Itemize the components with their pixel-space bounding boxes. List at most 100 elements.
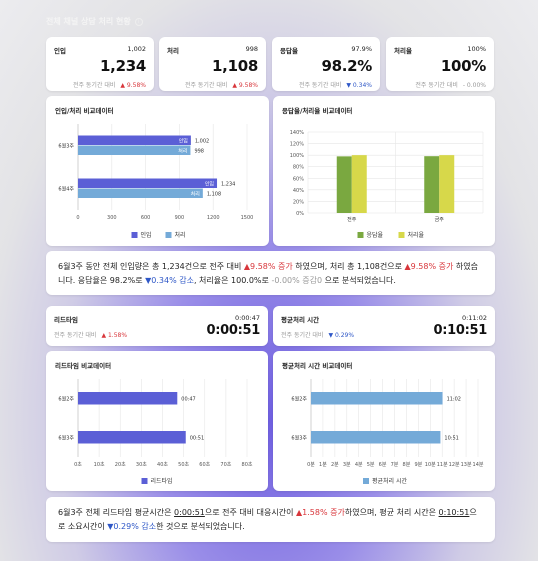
y-tick-label: 80% — [293, 165, 304, 171]
x-tick-label: 4분 — [355, 462, 363, 468]
y-category-label: 6월4주 — [58, 186, 74, 193]
x-category-label: 전주 — [347, 216, 357, 223]
x-tick-label: 14분 — [473, 462, 484, 468]
bar-data-label: 1,002 — [195, 139, 209, 145]
x-tick-label: 12분 — [449, 462, 460, 468]
x-tick-label: 900 — [175, 215, 185, 221]
legend-label: 처리율 — [408, 231, 425, 239]
x-tick-label: 9분 — [414, 462, 422, 468]
summary-text-1: 6월3주 동안 전체 인입량은 총 1,234건으로 전주 대비 ▲9.58% … — [46, 251, 495, 295]
bar — [439, 155, 455, 213]
change-badge: ▼ 0.29% — [328, 332, 355, 339]
legend-swatch — [131, 232, 138, 238]
legend-label: 리드타임 — [151, 477, 173, 485]
x-category-label: 금주 — [435, 217, 445, 223]
x-tick-label: 0분 — [307, 462, 315, 468]
y-category-label: 6월2주 — [58, 396, 74, 403]
x-tick-label: 1200 — [207, 215, 220, 221]
y-category-label: 6월2주 — [291, 396, 307, 403]
y-tick-label: 40% — [293, 188, 304, 194]
x-tick-label: 10분 — [425, 462, 436, 468]
bar-data-label: 00:51 — [190, 436, 204, 442]
change-badge: ▼ 0.34% — [346, 82, 372, 89]
x-tick-label: 70초 — [220, 462, 231, 468]
x-tick-label: 300 — [107, 215, 117, 221]
bar-data-label: 00:47 — [181, 397, 195, 403]
bar-data-label: 11:02 — [447, 397, 461, 403]
y-tick-label: 0% — [296, 211, 304, 217]
change-badge: - 0.00% — [462, 82, 486, 89]
info-icon[interactable]: i — [134, 17, 143, 26]
x-tick-label: 5분 — [367, 462, 375, 468]
x-tick-label: 2분 — [331, 462, 339, 468]
x-tick-label: 30초 — [136, 462, 147, 468]
x-tick-label: 0 — [76, 215, 79, 221]
bar — [311, 431, 441, 444]
kpi-card-avg-process-time: 평균처리 시간 0:11:02 0:10:51 전주 동기간 대비 ▼ 0.29% — [273, 306, 495, 346]
kpi-card-processed: 처리 998 1,108 전주 동기간 대비 ▲ 9.58% — [159, 37, 266, 91]
bar — [78, 188, 203, 198]
x-tick-label: 3분 — [343, 462, 351, 468]
y-category-label: 6월3주 — [58, 435, 74, 442]
x-tick-label: 1500 — [241, 215, 254, 221]
x-tick-label: 20초 — [115, 462, 126, 468]
y-tick-label: 140% — [290, 130, 305, 136]
bar — [336, 156, 352, 213]
chart-card-avg-process-time: 평균처리 시간 비교데이터 0분 1분 2분 3분 4분 5분 6분 7분 8분 9분 10분 11분… — [273, 351, 495, 491]
bar — [351, 155, 367, 213]
chart-card-rates: 응답율/처리율 비교데이터 0% 20% 40% 60% 80% 100% 120% 140%… — [273, 96, 495, 246]
x-tick-label: 50초 — [178, 462, 189, 468]
kpi-card-process-rate: 처리율 100% 100% 전주 동기간 대비 - 0.00% — [386, 37, 494, 91]
legend-label: 처리 — [175, 231, 186, 239]
bar — [78, 392, 178, 405]
chart-card-inbound-processed: 인입/처리 비교데이터 0 300 600 900 1200 1500 6월3주 인입 1,00… — [46, 96, 269, 246]
y-tick-label: 20% — [293, 199, 304, 205]
bar-series-label: 인입 — [179, 138, 188, 145]
change-badge: ▲ 9.58% — [120, 82, 146, 89]
x-tick-label: 40초 — [157, 462, 168, 468]
bar — [424, 156, 440, 213]
bar — [311, 392, 443, 405]
legend-label: 평균처리 시간 — [372, 477, 408, 485]
bar-series-label: 처리 — [178, 148, 187, 155]
bar-data-label: 1,234 — [221, 182, 235, 188]
x-tick-label: 6분 — [379, 462, 387, 468]
x-tick-label: 8분 — [403, 462, 411, 468]
bar-data-label: 10:51 — [444, 436, 458, 442]
bar — [78, 135, 191, 145]
bar-series-label: 처리 — [191, 191, 200, 198]
x-tick-label: 11분 — [437, 462, 448, 468]
legend-label: 응답율 — [367, 232, 384, 239]
chart-avg-process-time: 0분 1분 2분 3분 4분 5분 6분 7분 8분 9분 10분 11분 12분 13분 14분 6월2주 1… — [291, 379, 484, 485]
kpi-card-lead-time: 리드타임 0:00:47 0:00:51 전주 동기간 대비 ▲ 1.58% — [46, 306, 268, 346]
bar-series-label: 인입 — [205, 181, 214, 188]
y-tick-label: 60% — [293, 176, 304, 182]
legend-swatch — [357, 232, 364, 238]
x-tick-label: 7분 — [391, 462, 399, 468]
x-tick-label: 80초 — [242, 462, 253, 468]
kpi-card-inbound: 인입 1,002 1,234 전주 동기간 대비 ▲ 9.58% — [46, 37, 154, 91]
x-tick-label: 13분 — [461, 462, 472, 468]
legend-swatch — [363, 478, 369, 484]
chart-lead-time: 0초 10초 20초 30초 40초 50초 60초 70초 80초 6월2주 00:47 6월3주 0… — [58, 379, 253, 485]
x-tick-label: 10초 — [94, 462, 105, 468]
chart-card-lead-time: 리드타임 비교데이터 0초 10초 20초 30초 40초 50초 60초 70초 80초 6월2… — [46, 351, 268, 491]
x-tick-label: 600 — [141, 215, 151, 221]
bar — [78, 431, 186, 444]
change-badge: ▲ 9.58% — [232, 82, 258, 89]
x-tick-label: 60초 — [199, 462, 210, 468]
legend-label: 인입 — [141, 231, 152, 239]
page-title: 전체 채널 상담 처리 현황 i — [46, 16, 143, 27]
y-tick-label: 100% — [290, 153, 305, 159]
legend-swatch — [398, 232, 405, 238]
change-badge: ▲ 1.58% — [101, 332, 128, 339]
legend-swatch — [165, 232, 172, 238]
bar-data-label: 1,108 — [207, 192, 221, 198]
y-category-label: 6월3주 — [58, 143, 74, 150]
legend-swatch — [141, 478, 148, 484]
y-tick-label: 120% — [290, 142, 305, 148]
bar — [78, 178, 218, 188]
kpi-card-response-rate: 응답율 97.9% 98.2% 전주 동기간 대비 ▼ 0.34% — [272, 37, 380, 91]
